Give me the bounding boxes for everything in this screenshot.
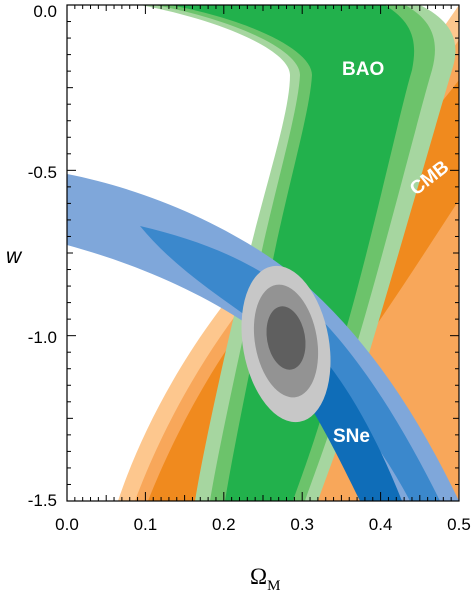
x-axis-label-main: Ω: [250, 564, 267, 589]
y-axis-label: w: [6, 245, 23, 268]
y-tick-label: 0.0: [33, 2, 57, 21]
x-axis: 0.0 0.1 0.2 0.3 0.4 0.5: [55, 515, 471, 534]
x-tick-label: 0.2: [212, 515, 236, 534]
y-axis: 0.0 -0.5 -1.0 -1.5: [28, 2, 57, 510]
label-sne: SNe: [333, 426, 370, 447]
y-tick-label: -1.5: [28, 491, 57, 510]
x-tick-label: 0.5: [447, 515, 471, 534]
y-tick-label: -0.5: [28, 163, 57, 182]
x-tick-label: 0.0: [55, 515, 79, 534]
x-tick-label: 0.3: [290, 515, 314, 534]
x-tick-label: 0.4: [369, 515, 393, 534]
x-axis-label: ΩM: [250, 564, 280, 594]
x-axis-label-subscript: M: [267, 578, 280, 594]
label-bao: BAO: [342, 59, 384, 80]
x-tick-label: 0.1: [134, 515, 158, 534]
y-tick-label: -1.0: [28, 328, 57, 347]
